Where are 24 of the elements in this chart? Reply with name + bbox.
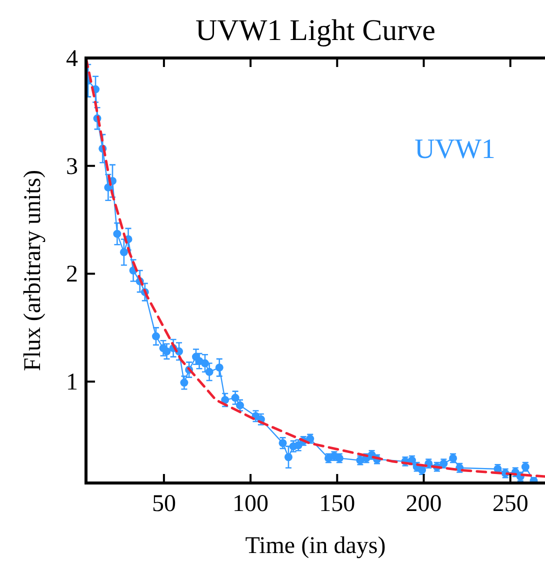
point (200, 359, 209, 368)
point (104, 183, 112, 192)
point (205, 368, 214, 376)
x-tick-label: 50 (152, 491, 176, 517)
x-tick-label: 100 (232, 491, 269, 517)
y-axis-title: Flux (arbitrary units) (20, 170, 46, 372)
y-tick-label: 2 (66, 262, 78, 288)
point (152, 332, 160, 340)
chart-title: UVW1 Light Curve (196, 14, 436, 47)
point (113, 230, 122, 238)
point (162, 347, 171, 356)
point (180, 378, 188, 387)
y-tick-label: 4 (66, 46, 78, 72)
y-tick-label: 3 (66, 154, 78, 180)
y-tick-label: 1 (66, 370, 78, 396)
point (284, 453, 292, 462)
point (120, 248, 128, 256)
x-tick-label: 150 (319, 491, 356, 517)
point (231, 394, 240, 402)
point (215, 364, 224, 372)
x-axis-title: Time (in days) (245, 533, 386, 559)
text: UVW1 (414, 134, 496, 165)
x-tick-label: 200 (406, 491, 442, 517)
x-tick-label: 250 (492, 491, 528, 517)
